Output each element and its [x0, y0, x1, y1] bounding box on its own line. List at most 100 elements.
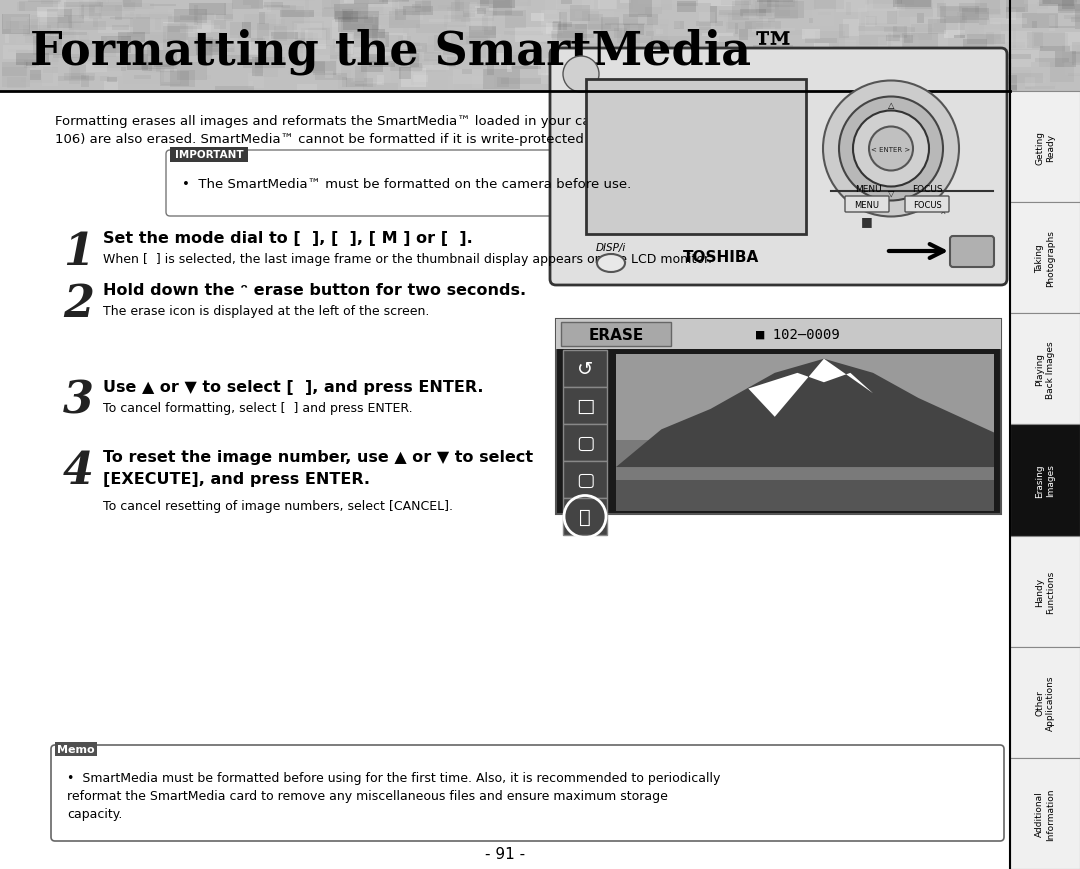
Bar [477, 9, 486, 15]
Bar [96, 50, 102, 56]
Bar [269, 45, 280, 57]
Text: To reset the image number, use ▲ or ▼ to select: To reset the image number, use ▲ or ▼ to… [103, 449, 534, 464]
Bar [847, 3, 851, 16]
Bar [464, 3, 477, 14]
Bar [28, 0, 60, 3]
Bar [887, 62, 912, 82]
Bar [819, 63, 823, 72]
Bar [265, 3, 283, 9]
Bar [430, 20, 461, 23]
Bar [70, 10, 94, 17]
Bar [597, 48, 631, 52]
Bar [934, 70, 945, 76]
Bar [258, 52, 282, 62]
Bar [416, 24, 447, 35]
Bar [756, 80, 788, 89]
Bar [602, 17, 619, 32]
Bar [220, 51, 230, 57]
Bar [1010, 425, 1080, 536]
Bar [786, 72, 816, 76]
Bar [739, 54, 777, 65]
Bar [244, 15, 276, 30]
Bar [80, 41, 89, 58]
Bar [1000, 64, 1012, 76]
Bar [144, 62, 173, 74]
Bar [147, 46, 153, 56]
Bar [322, 1, 340, 18]
Bar [658, 72, 678, 83]
Bar [617, 24, 653, 44]
Bar [764, 56, 777, 70]
Bar [315, 74, 348, 81]
Bar [923, 51, 932, 71]
Bar [556, 320, 1001, 349]
Bar [886, 36, 900, 42]
Bar [25, 34, 54, 43]
Bar [510, 0, 531, 7]
Bar [1062, 0, 1080, 10]
Bar [561, 322, 671, 347]
Bar [306, 1, 309, 19]
Bar [788, 1, 797, 3]
Bar [42, 17, 68, 32]
Bar [576, 11, 615, 18]
Bar [111, 26, 130, 31]
Bar [174, 10, 206, 24]
Bar [1051, 0, 1070, 4]
Bar [274, 27, 287, 43]
Text: Formatting erases all images and reformats the SmartMedia™ loaded in your camera: Formatting erases all images and reforma… [55, 115, 807, 128]
Bar [399, 3, 423, 21]
Bar [906, 51, 927, 71]
Bar [179, 17, 202, 30]
Bar [694, 72, 717, 90]
Bar [521, 0, 528, 3]
Bar [852, 82, 862, 90]
Bar [177, 63, 207, 81]
Bar [1045, 37, 1077, 56]
Bar [353, 79, 364, 83]
Bar [170, 148, 248, 163]
Bar [488, 55, 511, 74]
Bar [1010, 92, 1080, 202]
Bar [450, 3, 470, 23]
Bar [610, 43, 617, 62]
Bar [794, 76, 827, 82]
Bar [799, 87, 837, 90]
Bar [2, 68, 30, 88]
Bar [788, 0, 794, 5]
Bar [1050, 63, 1074, 83]
Bar [513, 0, 527, 16]
Bar [395, 10, 406, 21]
Bar [864, 0, 869, 5]
Text: 106) are also erased. SmartMedia™ cannot be formatted if it is write-protected (: 106) are also erased. SmartMedia™ cannot… [55, 133, 672, 146]
Bar [673, 54, 700, 58]
Bar [374, 2, 413, 12]
Bar [16, 50, 43, 65]
Bar [645, 72, 685, 77]
Bar [267, 5, 296, 10]
Bar [194, 14, 214, 23]
Bar [354, 0, 389, 5]
Bar [24, 61, 37, 69]
Bar [954, 36, 964, 39]
Text: Formatting the SmartMedia™: Formatting the SmartMedia™ [30, 29, 797, 75]
Bar [193, 26, 220, 33]
Bar [377, 34, 407, 50]
Bar [630, 25, 637, 36]
Bar [171, 71, 194, 88]
Bar [902, 34, 939, 51]
Bar [798, 70, 826, 87]
Bar [41, 0, 59, 5]
Bar [303, 63, 325, 74]
Bar [963, 40, 987, 53]
Bar [230, 23, 243, 39]
Bar [364, 16, 373, 23]
Bar [698, 0, 734, 7]
Bar [334, 38, 364, 50]
Bar [6, 78, 26, 90]
Bar [30, 71, 41, 81]
Bar [860, 28, 880, 44]
Bar [1072, 51, 1080, 66]
Bar [797, 36, 810, 49]
Text: Getting
Ready: Getting Ready [1036, 130, 1055, 164]
